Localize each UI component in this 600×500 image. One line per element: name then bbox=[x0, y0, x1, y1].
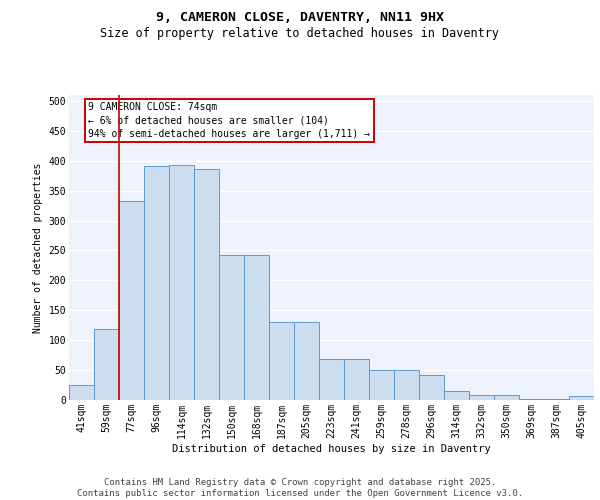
Bar bbox=[319, 360, 344, 400]
Bar bbox=[444, 391, 469, 400]
Bar bbox=[69, 385, 94, 400]
Bar bbox=[194, 169, 219, 400]
Bar bbox=[544, 399, 569, 400]
Bar bbox=[469, 394, 494, 400]
Bar bbox=[394, 370, 419, 400]
Text: Contains HM Land Registry data © Crown copyright and database right 2025.
Contai: Contains HM Land Registry data © Crown c… bbox=[77, 478, 523, 498]
Bar bbox=[219, 254, 244, 400]
Bar bbox=[344, 360, 369, 400]
Bar bbox=[244, 254, 269, 400]
Bar bbox=[119, 202, 144, 400]
Bar bbox=[269, 322, 294, 400]
Bar bbox=[369, 370, 394, 400]
Bar bbox=[144, 166, 169, 400]
Y-axis label: Number of detached properties: Number of detached properties bbox=[33, 162, 43, 332]
Bar bbox=[494, 394, 519, 400]
Bar bbox=[294, 322, 319, 400]
Bar bbox=[94, 330, 119, 400]
Text: Size of property relative to detached houses in Daventry: Size of property relative to detached ho… bbox=[101, 28, 499, 40]
Text: 9, CAMERON CLOSE, DAVENTRY, NN11 9HX: 9, CAMERON CLOSE, DAVENTRY, NN11 9HX bbox=[156, 11, 444, 24]
Bar bbox=[419, 376, 444, 400]
Bar bbox=[519, 399, 544, 400]
Bar bbox=[569, 396, 594, 400]
Text: 9 CAMERON CLOSE: 74sqm
← 6% of detached houses are smaller (104)
94% of semi-det: 9 CAMERON CLOSE: 74sqm ← 6% of detached … bbox=[89, 102, 371, 139]
Bar bbox=[169, 165, 194, 400]
X-axis label: Distribution of detached houses by size in Daventry: Distribution of detached houses by size … bbox=[172, 444, 491, 454]
